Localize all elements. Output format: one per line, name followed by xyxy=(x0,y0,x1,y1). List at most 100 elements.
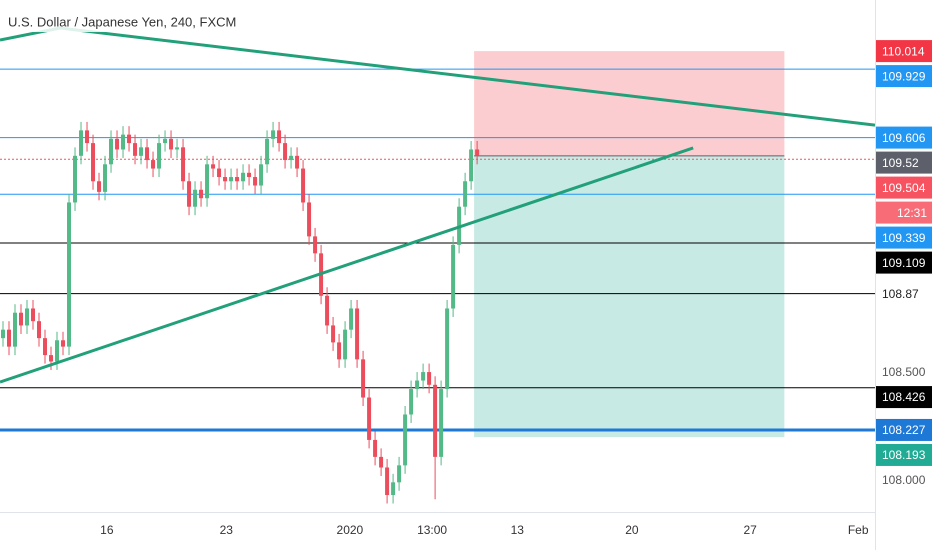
candle-body xyxy=(139,147,144,156)
candle-body xyxy=(355,308,360,360)
x-tick-label: 23 xyxy=(220,523,234,537)
candle-body xyxy=(373,439,378,457)
level-label: 109.339 xyxy=(882,231,926,245)
level-label-box xyxy=(876,226,932,249)
candle-body xyxy=(55,340,60,362)
candle-body xyxy=(289,155,294,161)
candle-body xyxy=(313,236,318,254)
level-label-box xyxy=(876,65,932,88)
title-backdrop xyxy=(4,12,226,32)
last-price-label: 109.504 xyxy=(882,181,926,195)
candle-body xyxy=(385,467,390,496)
candle-body xyxy=(103,164,108,192)
candle-body xyxy=(433,384,438,457)
candle-body xyxy=(19,312,24,326)
candle-body xyxy=(73,155,78,203)
level-label: 109.109 xyxy=(882,256,926,270)
countdown-box xyxy=(876,201,932,224)
plot-area xyxy=(0,26,875,504)
entry-label-box xyxy=(876,151,932,174)
candle-body xyxy=(157,143,162,169)
x-tick-label: 2020 xyxy=(337,523,364,537)
candle-body xyxy=(199,189,204,199)
candle-body xyxy=(193,189,198,207)
target-label-box xyxy=(876,443,932,466)
x-tick-label: 13:00 xyxy=(417,523,447,537)
level-label: 108.227 xyxy=(882,423,926,437)
candle-body xyxy=(247,172,252,178)
candle-body xyxy=(223,177,228,182)
chart-title: U.S. Dollar / Japanese Yen, 240, FXCM xyxy=(8,14,236,29)
candle-body xyxy=(91,143,96,182)
candle-body xyxy=(7,329,12,347)
last-price-label-box xyxy=(876,176,932,199)
x-tick-label: 13 xyxy=(511,523,525,537)
x-tick-label: 27 xyxy=(743,523,757,537)
candle-body xyxy=(367,397,372,440)
stop-zone xyxy=(474,51,785,156)
candle-body xyxy=(115,138,120,150)
candle-body xyxy=(169,138,174,150)
candle-body xyxy=(307,202,312,237)
candle-body xyxy=(361,359,366,398)
candle-body xyxy=(175,147,180,150)
candle-body xyxy=(295,155,300,169)
y-tick-label: 108.500 xyxy=(882,365,926,379)
candle-body xyxy=(187,181,192,207)
level-label-box xyxy=(876,386,932,409)
candle-body xyxy=(49,355,54,362)
candle-body xyxy=(343,329,348,360)
candle-body xyxy=(13,312,18,347)
candle-body xyxy=(97,181,102,192)
candle-body xyxy=(241,172,246,182)
x-tick-label: 20 xyxy=(625,523,639,537)
level-label: 108.87 xyxy=(882,287,919,301)
x-tick-label: Feb xyxy=(848,523,869,537)
candle-body xyxy=(427,372,432,385)
candle-body xyxy=(331,325,336,343)
candle-body xyxy=(271,130,276,139)
candle-body xyxy=(205,164,210,199)
candle-body xyxy=(409,389,414,415)
candle-body xyxy=(235,177,240,182)
entry-label: 109.52 xyxy=(882,156,919,170)
candle-body xyxy=(451,244,456,309)
candle-body xyxy=(283,143,288,161)
candle-body xyxy=(31,308,36,322)
candle-body xyxy=(1,329,6,339)
candle-body xyxy=(277,130,282,144)
candle-body xyxy=(475,149,480,156)
candle-body xyxy=(463,181,468,207)
candle-body xyxy=(37,321,42,339)
candle-body xyxy=(145,147,150,161)
price-axis: 110.014 109.929 109.606 109.52 109.504 12:31 1… xyxy=(876,40,932,487)
candle-body xyxy=(181,147,186,182)
stop-label: 110.014 xyxy=(882,44,925,58)
candle-body xyxy=(127,134,132,144)
candle-body xyxy=(259,164,264,186)
candle-body xyxy=(217,168,222,178)
candle-body xyxy=(301,168,306,203)
candle-body xyxy=(25,308,30,326)
level-label-box xyxy=(876,251,932,274)
countdown-label: 12:31 xyxy=(897,206,927,220)
candle-body xyxy=(391,482,396,496)
level-label: 109.929 xyxy=(882,69,926,83)
candle-body xyxy=(151,160,156,169)
candle-body xyxy=(133,143,138,156)
candle-body xyxy=(469,149,474,182)
candle-body xyxy=(67,202,72,347)
candle-body xyxy=(229,177,234,182)
candle-body xyxy=(403,414,408,466)
candle-body xyxy=(349,308,354,330)
candle-body xyxy=(325,295,330,326)
target-label: 108.193 xyxy=(882,448,926,462)
candle-body xyxy=(421,372,426,381)
level-label: 108.426 xyxy=(882,390,926,404)
candle-body xyxy=(79,130,84,156)
candle-body xyxy=(61,340,66,347)
candle-body xyxy=(109,138,114,165)
level-label: 109.606 xyxy=(882,131,926,145)
